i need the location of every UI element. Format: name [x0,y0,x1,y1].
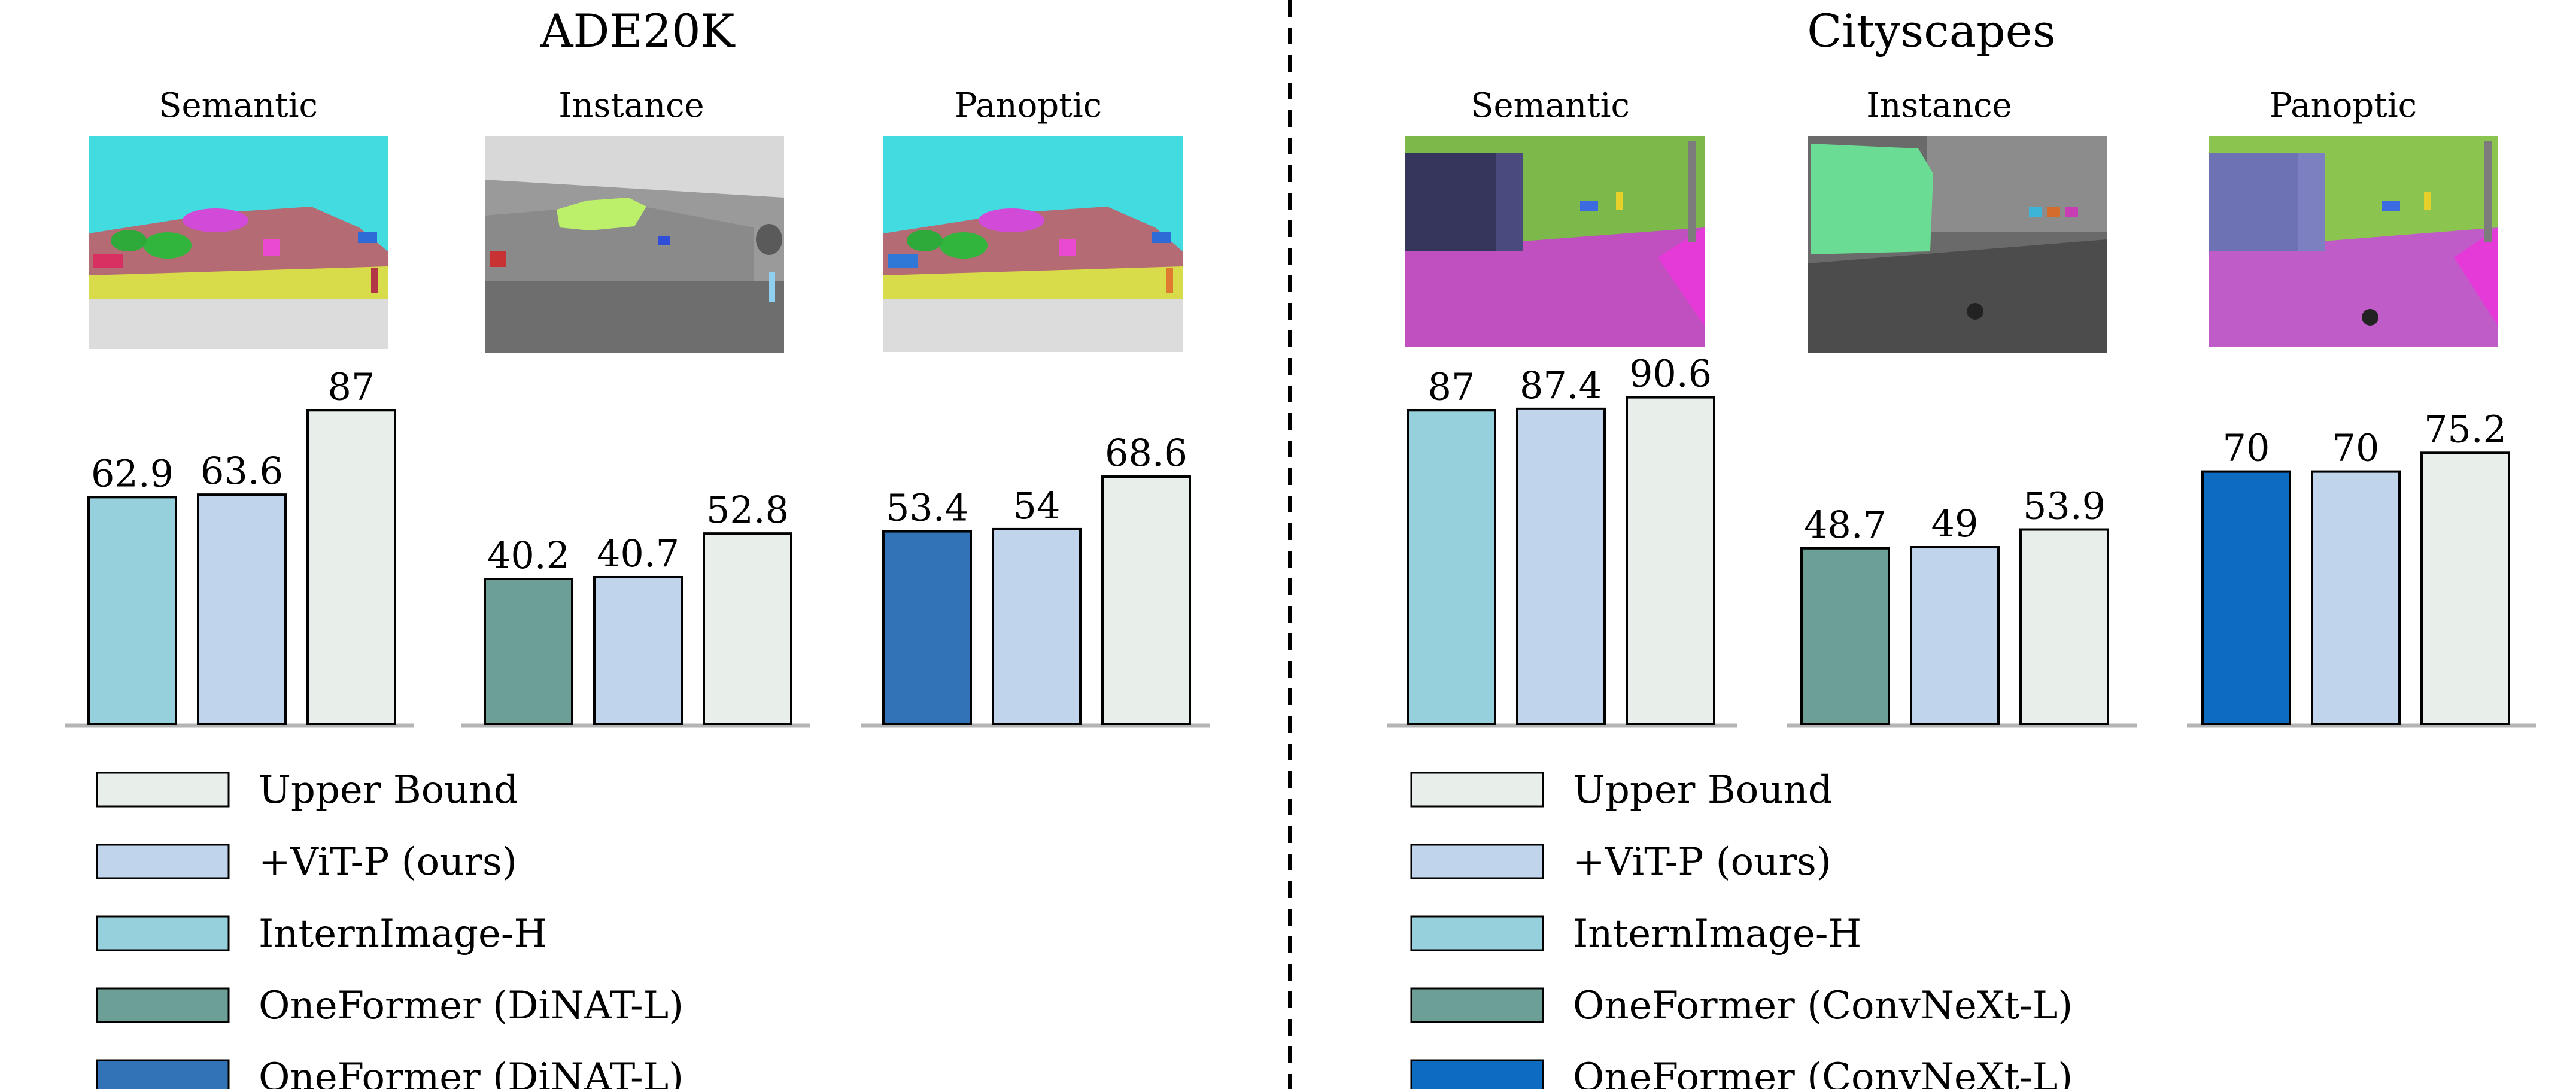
legends: Upper Bound +ViT-P (ours) InternImage-H One… [96,768,2073,1089]
ade20k-legend-swatch-3 [96,987,230,1023]
ade20k-semantic-value-label-2: 87 [328,365,375,408]
ade20k-panoptic-value-label-0: 53.4 [886,486,968,530]
cityscapes-legend-label-4: OneFormer (ConvNeXt-L) [1573,1055,2073,1089]
ade20k-instance-subtitle: Instance [558,86,704,125]
ade20k-panoptic-bar-2 [1101,475,1191,725]
cityscapes-semantic-bar-1 [1516,407,1606,725]
cityscapes-panoptic-value-label-0: 70 [2223,426,2270,470]
ade20k-panoptic-value-label-2: 68.6 [1105,431,1187,475]
ade20k-legend-swatch-0 [96,772,230,808]
cityscapes-legend-swatch-0 [1410,772,1544,808]
ade20k-legend-swatch-2 [96,915,230,951]
ade20k-instance-bar-2 [703,532,792,725]
cityscapes-instance-subtitle: Instance [1866,86,2012,125]
ade20k-legend-label-3: OneFormer (DiNAT-L) [259,984,684,1028]
cityscapes-instance-value-label-1: 49 [1931,502,1979,545]
cityscapes-panoptic-value-label-1: 70 [2332,426,2380,470]
cityscapes-panoptic-thumbnail [2209,136,2498,347]
ade20k-instance-value-label-1: 40.7 [597,532,679,575]
ade20k-semantic-bar-1 [197,493,287,725]
cityscapes-semantic-bar-0 [1407,409,1496,725]
ade20k-legend-label-2: InternImage-H [259,912,547,956]
ade20k-panoptic-thumbnail [883,136,1183,352]
ade20k-instance-bar-0 [484,577,573,725]
ade20k-legend-label-4: OneFormer (DiNAT-L) [259,1055,684,1089]
ade20k-legend-swatch-1 [96,844,230,879]
ade20k-title: ADE20K [540,4,736,57]
cityscapes-panoptic-bar-2 [2420,451,2510,726]
ade20k-legend-label-0: Upper Bound [259,768,518,812]
ade20k-panoptic-bar-1 [992,527,1082,725]
ade20k-semantic-bar-2 [306,409,396,725]
cityscapes-instance-bar-2 [2019,528,2109,725]
cityscapes-title: Cityscapes [1807,4,2055,57]
cityscapes-legend-label-1: +ViT-P (ours) [1573,840,1831,884]
cityscapes-legend-swatch-2 [1410,915,1544,951]
ade20k-legend-label-1: +ViT-P (ours) [259,840,517,884]
ade20k-semantic-value-label-1: 63.6 [201,449,283,493]
cityscapes-legend-label-2: InternImage-H [1573,912,1861,956]
ade20k-panoptic-value-label-1: 54 [1013,484,1061,527]
cityscapes-semantic-bar-2 [1626,396,1715,725]
cityscapes-instance-value-label-0: 48.7 [1804,503,1887,547]
ade20k-panoptic-subtitle: Panoptic [955,86,1102,125]
cityscapes-semantic-value-label-1: 87.4 [1520,363,1602,407]
cityscapes-legend-label-0: Upper Bound [1573,768,1833,812]
cityscapes-legend-label-3: OneFormer (ConvNeXt-L) [1573,984,2073,1028]
cityscapes-instance-bar-0 [1800,547,1890,725]
cityscapes-panoptic-bar-0 [2201,470,2291,725]
ade20k-semantic-subtitle: Semantic [159,86,318,125]
ade20k-instance-thumbnail [485,136,784,353]
ade20k-panoptic-bar-0 [882,530,972,725]
ade20k-legend-swatch-4 [96,1059,230,1089]
cityscapes-instance-thumbnail [1808,136,2107,353]
ade20k-instance-bar-1 [593,575,683,726]
cityscapes-panoptic-value-label-2: 75.2 [2424,407,2507,451]
cityscapes-panoptic-subtitle: Panoptic [2270,86,2417,125]
cityscapes-legend-swatch-3 [1410,987,1544,1023]
cityscapes-panoptic-bar-1 [2311,470,2401,725]
ade20k-semantic-value-label-0: 62.9 [91,451,174,495]
cityscapes-legend-swatch-4 [1410,1059,1544,1089]
cityscapes-legend-swatch-1 [1410,844,1544,879]
bar-marks: 62.9 63.6 87 40.2 40.7 52.8 53.4 54 68.6 87 87.4 90… [87,352,2510,726]
ade20k-instance-value-label-2: 52.8 [706,488,789,532]
cityscapes-semantic-thumbnail [1405,136,1705,347]
cityscapes-semantic-value-label-2: 90.6 [1629,352,1712,396]
ade20k-instance-value-label-0: 40.2 [487,533,570,577]
cityscapes-instance-value-label-2: 53.9 [2023,484,2106,528]
ade20k-semantic-thumbnail [89,136,388,349]
cityscapes-semantic-value-label-0: 87 [1428,365,1475,408]
ade20k-semantic-bar-0 [87,496,177,725]
cityscapes-semantic-subtitle: Semantic [1471,86,1630,125]
cityscapes-instance-bar-1 [1910,546,2000,726]
